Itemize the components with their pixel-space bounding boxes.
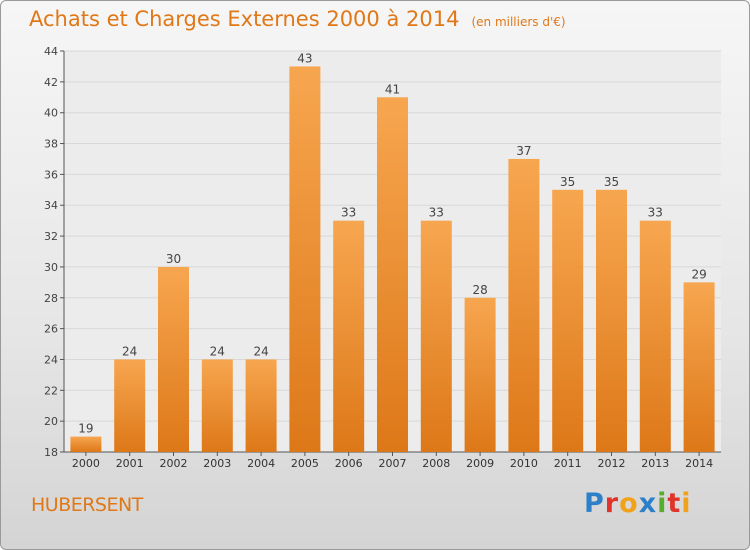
x-tick-label: 2007: [379, 457, 407, 470]
logo-letter: o: [619, 488, 639, 519]
bar-value-label: 19: [78, 422, 93, 436]
logo-letter: i: [681, 488, 692, 519]
y-tick-label: 24: [44, 353, 58, 366]
y-tick-label: 20: [44, 415, 58, 428]
bar-value-label: 37: [516, 144, 531, 158]
logo-letter: P: [584, 488, 605, 519]
bar: [377, 97, 408, 453]
bar: [158, 266, 189, 452]
bar-value-label: 33: [648, 206, 663, 220]
x-tick-label: 2008: [422, 457, 450, 470]
x-tick-label: 2004: [247, 457, 275, 470]
bar: [464, 297, 496, 452]
x-tick-label: 2000: [72, 457, 100, 470]
y-tick-label: 38: [44, 138, 58, 151]
bar-value-label: 28: [472, 283, 487, 297]
x-tick-label: 2013: [641, 457, 669, 470]
logo-letter: t: [667, 488, 682, 519]
bar-value-label: 24: [122, 344, 137, 358]
x-tick-label: 2001: [116, 457, 144, 470]
x-tick-label: 2002: [160, 457, 188, 470]
bar: [333, 220, 365, 452]
bar: [683, 282, 715, 452]
bar-value-label: 41: [385, 82, 400, 96]
x-tick-label: 2003: [203, 457, 231, 470]
commune-name: HUBERSENT: [31, 494, 143, 516]
bar-value-label: 29: [691, 267, 706, 281]
bar: [70, 436, 102, 452]
title-unit: (en milliers d'€): [471, 15, 566, 29]
y-tick-label: 34: [44, 199, 58, 212]
y-tick-label: 32: [44, 230, 58, 243]
bar-value-label: 30: [166, 252, 181, 266]
bar-value-label: 33: [341, 206, 356, 220]
y-tick-label: 36: [44, 168, 58, 181]
y-tick-label: 42: [44, 76, 58, 89]
title-text: Achats et Charges Externes 2000 à 2014: [29, 7, 460, 31]
y-tick-label: 30: [44, 261, 58, 274]
proxiti-logo[interactable]: Proxiti: [584, 488, 692, 519]
x-tick-label: 2011: [554, 457, 582, 470]
bar-value-label: 33: [429, 206, 444, 220]
bar: [114, 359, 146, 452]
bar: [639, 220, 671, 452]
y-tick-label: 26: [44, 323, 58, 336]
logo-letter: r: [604, 488, 620, 519]
x-tick-label: 2012: [598, 457, 626, 470]
x-tick-label: 2009: [466, 457, 494, 470]
bar-value-label: 24: [253, 344, 268, 358]
bar: [420, 220, 452, 452]
x-tick-label: 2005: [291, 457, 319, 470]
bar: [596, 189, 627, 453]
bar-value-label: 43: [297, 51, 312, 65]
bar: [508, 158, 540, 452]
chart-title: Achats et Charges Externes 2000 à 2014 (e…: [29, 7, 566, 31]
y-tick-label: 28: [44, 292, 58, 305]
logo-letter: i: [657, 488, 668, 519]
logo-letter: x: [638, 488, 658, 519]
y-tick-label: 40: [44, 107, 58, 120]
y-tick-label: 22: [44, 384, 58, 397]
bar: [245, 359, 277, 452]
bar-value-label: 24: [210, 344, 225, 358]
bar: [552, 189, 584, 453]
bar-value-label: 35: [560, 175, 575, 189]
y-tick-label: 18: [44, 446, 58, 459]
y-tick-label: 44: [44, 45, 58, 58]
bar: [289, 66, 321, 452]
x-tick-label: 2010: [510, 457, 538, 470]
x-tick-label: 2014: [685, 457, 713, 470]
bar-value-label: 35: [604, 175, 619, 189]
bar: [201, 359, 233, 452]
x-tick-label: 2006: [335, 457, 363, 470]
